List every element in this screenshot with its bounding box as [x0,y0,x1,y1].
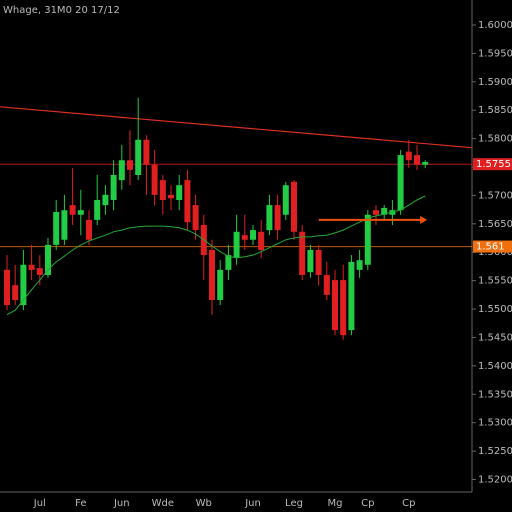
candle-body [356,260,363,270]
x-tick-label: Jul [33,498,46,509]
x-tick-label: Wde [152,498,174,509]
candle-body [307,249,314,273]
candle-body [86,219,92,240]
candle-body [209,249,215,300]
candle-body [45,244,51,275]
price-label-box [473,240,512,253]
candle-body [77,210,84,215]
y-tick-label: 1.5800 [478,134,512,145]
y-tick-label: 1.5500 [478,304,512,315]
candle-body [266,205,273,231]
y-tick-label: 1.5400 [478,361,512,372]
price-label: 1.5755 [476,159,511,170]
y-tick-label: 1.5950 [478,48,512,59]
candle-body [159,180,166,200]
candle-body [258,231,265,250]
candle-body [397,155,404,211]
x-tick-label: Fe [75,498,86,509]
candle-body [176,185,183,200]
y-tick-label: 1.5350 [478,389,512,400]
price-label: 1.561 [476,242,505,253]
x-tick-label: Jun [244,498,261,509]
candle-body [274,205,281,231]
candle-body [143,139,150,165]
x-tick-label: Wb [196,498,212,509]
candle-body [348,261,355,331]
x-tick-label: Cp [361,498,374,509]
y-tick-label: 1.5200 [478,475,512,486]
candle-body [405,151,412,161]
y-tick-label: 1.5900 [478,77,512,88]
price-label-box [473,158,512,171]
candle-body [53,211,60,245]
candle-body [241,235,248,240]
candle-body [118,160,125,181]
candle-body [389,210,396,215]
candle-body [225,255,232,270]
candle-body [151,164,158,195]
y-tick-label: 1.5700 [478,190,512,201]
y-tick-label: 1.5600 [478,247,512,258]
x-tick-label: Mg [328,498,343,509]
candle-body [381,207,388,215]
candle-body [36,268,43,275]
x-tick-label: Jun [113,498,130,509]
y-tick-label: 1.5850 [478,105,512,116]
trendline [0,106,473,149]
candle-body [28,264,35,270]
candle-body [110,174,117,200]
candle-body [69,205,76,215]
x-tick-label: Leg [285,498,303,509]
candle-body [61,210,68,240]
candle-body [373,210,379,215]
candle-body [414,155,420,165]
candle-body [192,205,199,231]
candle-body [233,231,240,258]
candle-body [323,274,330,295]
moving-average [6,195,426,316]
candle-body [315,249,322,275]
candle-body [127,160,133,170]
candle-body [135,139,142,175]
y-tick-label: 1.5300 [478,418,512,429]
candle-body [20,264,27,306]
candle-body [168,194,174,199]
candle-body [364,214,371,265]
y-tick-label: 1.5250 [478,446,512,457]
chart-title: Whage, 31M0 20 17/12 [3,5,120,16]
y-tick-label: 1.6000 [478,20,512,31]
candle-body [422,161,429,165]
x-tick-label: Cp [402,498,415,509]
candle-body [217,269,224,300]
candle-body [340,280,347,336]
candle-body [299,231,306,275]
candle-body [94,199,101,220]
y-tick-label: 1.5550 [478,276,512,287]
candle-body [250,230,256,240]
arrow-head [420,215,428,224]
candle-body [291,181,297,232]
y-tick-label: 1.5650 [478,219,512,230]
y-tick-label: 1.5450 [478,332,512,343]
candle-body [282,185,289,215]
candle-body [12,285,19,300]
candle-body [332,280,338,331]
candle-body [184,180,191,223]
candle-body [4,269,10,306]
candle-body [102,194,109,206]
